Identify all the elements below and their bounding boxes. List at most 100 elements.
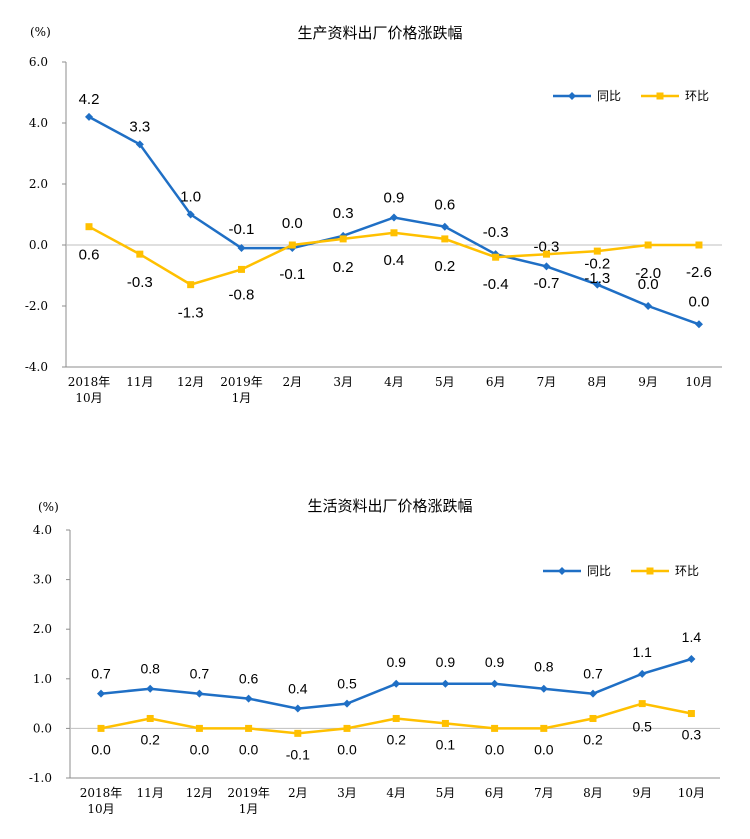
data-point-yoy	[687, 654, 696, 663]
x-tick-label: 7月	[537, 375, 557, 389]
x-tick-label: 12月	[177, 375, 204, 389]
data-label: 0.0	[485, 741, 505, 757]
data-label: 0.2	[583, 731, 603, 747]
x-tick-label: 10月	[685, 375, 712, 389]
data-point-yoy	[542, 262, 551, 271]
data-label: -0.7	[534, 275, 560, 292]
data-point-mom	[392, 714, 400, 722]
data-point-yoy	[694, 320, 703, 329]
data-point-mom	[390, 229, 398, 237]
x-tick-label: 3月	[333, 375, 353, 389]
data-label: -0.1	[279, 266, 305, 283]
x-tick-label: 12月	[186, 786, 213, 800]
data-point-yoy	[539, 684, 548, 693]
data-point-yoy	[186, 210, 195, 219]
chart2-title: 生活资料出厂价格涨跌幅	[307, 497, 472, 515]
data-label: 0.7	[583, 666, 603, 682]
x-tick-label: 2018年	[68, 375, 111, 389]
x-tick-label: 6月	[486, 375, 506, 389]
data-label: -0.4	[483, 276, 509, 293]
data-label: -0.3	[483, 224, 509, 241]
data-label: 0.2	[140, 731, 160, 747]
legend-label-mom: 环比	[685, 89, 709, 103]
data-point-mom	[540, 724, 548, 732]
data-label: 0.1	[436, 736, 456, 752]
x-tick-label: 1月	[239, 802, 259, 816]
data-label: 0.9	[384, 190, 405, 207]
x-tick-label: 5月	[436, 786, 456, 800]
data-point-mom	[195, 724, 203, 732]
data-label: 0.6	[79, 247, 100, 264]
data-point-mom	[491, 724, 499, 732]
x-tick-label: 11月	[137, 786, 164, 800]
x-tick-label: 2019年	[227, 786, 270, 800]
data-label: 0.5	[337, 676, 357, 692]
data-label: 0.0	[689, 293, 710, 310]
data-label: 0.7	[190, 666, 210, 682]
y-tick-label: 4.0	[33, 523, 52, 537]
data-point-mom	[695, 241, 703, 249]
data-label: 0.0	[282, 215, 303, 232]
data-point-yoy	[195, 689, 204, 698]
data-label: 0.2	[386, 731, 406, 747]
data-point-yoy	[638, 669, 647, 678]
data-point-mom	[638, 700, 646, 708]
data-point-mom	[187, 281, 195, 289]
y-tick-label: 1.0	[33, 672, 52, 686]
data-label: 0.9	[485, 654, 505, 670]
y-tick-label: 2.0	[33, 622, 52, 636]
x-tick-label: 9月	[632, 786, 652, 800]
data-point-mom	[644, 241, 652, 249]
data-point-yoy	[97, 689, 105, 698]
data-point-yoy	[389, 213, 398, 222]
x-tick-label: 2018年	[80, 786, 123, 800]
data-point-yoy	[440, 222, 449, 231]
data-label: -2.6	[686, 264, 712, 281]
data-point-yoy	[441, 679, 450, 688]
y-tick-label: -4.0	[25, 360, 48, 374]
data-point-mom	[441, 719, 449, 727]
data-label: 0.4	[288, 681, 308, 697]
legend-label-mom: 环比	[675, 564, 699, 578]
data-point-yoy	[135, 140, 144, 149]
data-label: 0.8	[534, 659, 554, 675]
x-tick-label: 10月	[75, 391, 102, 405]
data-point-mom	[85, 223, 93, 231]
data-label: 0.0	[239, 741, 259, 757]
x-tick-label: 8月	[587, 375, 607, 389]
data-label: 0.9	[436, 654, 456, 670]
data-label: 0.4	[384, 252, 405, 269]
x-tick-label: 2019年	[220, 375, 263, 389]
data-point-mom	[343, 724, 351, 732]
legend-marker-yoy	[568, 92, 576, 100]
x-tick-label: 6月	[485, 786, 505, 800]
data-point-mom	[288, 241, 296, 249]
data-point-yoy	[293, 704, 302, 713]
x-tick-label: 10月	[678, 786, 705, 800]
x-tick-label: 2月	[288, 786, 308, 800]
data-label: 1.1	[632, 644, 652, 660]
data-point-mom	[136, 250, 144, 258]
x-tick-label: 8月	[583, 786, 603, 800]
data-label: 0.6	[434, 197, 455, 214]
data-point-mom	[294, 729, 302, 737]
y-tick-label: 2.0	[29, 177, 48, 191]
data-point-yoy	[644, 302, 653, 310]
data-point-mom	[441, 235, 449, 243]
data-label: 4.2	[79, 91, 100, 108]
data-label: 0.2	[434, 258, 455, 275]
data-point-yoy	[343, 699, 351, 708]
data-label: 0.5	[632, 719, 652, 735]
data-label: -1.3	[584, 270, 610, 287]
data-point-mom	[245, 724, 253, 732]
data-point-mom	[237, 265, 245, 273]
data-label: 3.3	[129, 118, 150, 135]
data-label: -1.3	[178, 305, 204, 322]
data-label: 0.0	[534, 741, 554, 757]
data-label: 0.2	[333, 259, 354, 276]
data-point-yoy	[237, 244, 246, 253]
x-tick-label: 2月	[282, 375, 302, 389]
data-point-yoy	[146, 684, 155, 693]
legend-marker-mom	[646, 567, 654, 575]
